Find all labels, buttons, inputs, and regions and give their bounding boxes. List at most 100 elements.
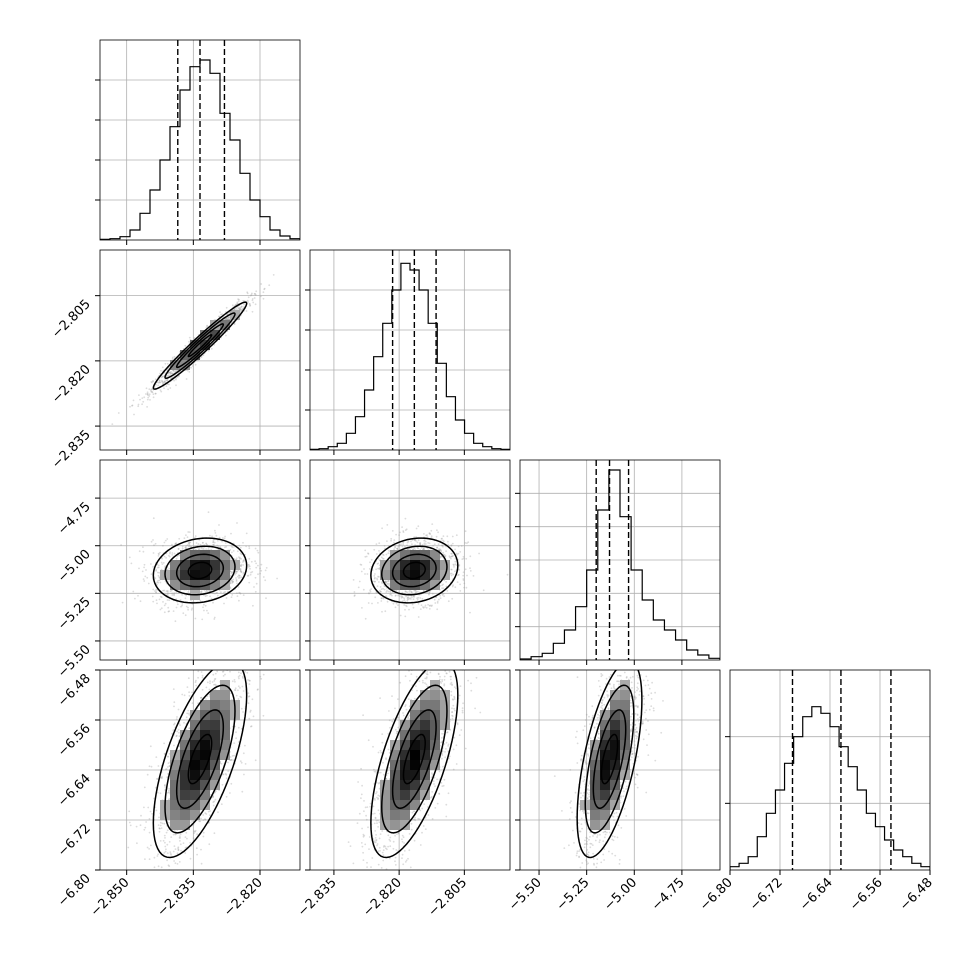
sample-point <box>235 303 238 306</box>
sample-point <box>138 394 140 396</box>
sample-point <box>204 812 207 814</box>
sample-point <box>232 580 234 583</box>
sample-point <box>372 580 374 583</box>
sample-point <box>173 355 176 358</box>
sample-point <box>188 371 191 373</box>
sample-point <box>223 591 225 594</box>
sample-point <box>190 366 192 369</box>
sample-point <box>200 591 203 594</box>
sample-point <box>381 557 384 560</box>
sample-point <box>181 593 183 596</box>
sample-point <box>469 611 471 614</box>
sample-point <box>239 592 241 595</box>
sample-point <box>160 390 163 393</box>
sample-point <box>458 568 461 571</box>
sample-point <box>431 592 434 595</box>
sample-point <box>380 600 383 602</box>
sample-point <box>139 398 141 401</box>
sample-point <box>162 381 165 384</box>
sample-point <box>412 598 415 601</box>
sample-point <box>196 853 198 856</box>
sample-point <box>417 596 420 599</box>
sample-point <box>444 554 447 557</box>
sample-point <box>170 372 173 375</box>
sample-point <box>385 581 387 584</box>
sample-point <box>408 548 411 551</box>
sample-point <box>352 579 355 581</box>
sample-point <box>165 831 168 834</box>
sample-point <box>254 303 257 306</box>
sample-point <box>422 547 425 550</box>
sample-point <box>168 580 170 583</box>
sample-point <box>172 729 175 732</box>
sample-point <box>383 588 386 591</box>
sample-point <box>423 533 425 535</box>
sample-point <box>225 317 228 320</box>
density-cell <box>180 550 190 560</box>
sample-point <box>412 606 415 609</box>
sample-point <box>454 548 456 551</box>
sample-point <box>207 548 210 551</box>
sample-point <box>239 308 242 311</box>
sample-point <box>384 580 387 583</box>
sample-point <box>386 540 388 542</box>
sample-point <box>459 551 462 553</box>
sample-point <box>240 564 242 567</box>
contour-3 <box>152 301 248 390</box>
sample-point <box>394 606 397 609</box>
density-cell <box>400 580 410 590</box>
sample-point <box>454 560 457 563</box>
sample-point <box>187 606 189 609</box>
sample-point <box>162 544 164 547</box>
sample-point <box>178 375 180 377</box>
sample-point <box>186 544 189 546</box>
sample-point <box>378 581 380 583</box>
sample-point <box>195 684 198 687</box>
sample-point <box>235 570 238 573</box>
sample-point <box>171 372 174 375</box>
sample-point <box>205 813 208 815</box>
sample-point <box>239 308 242 310</box>
sample-point <box>177 547 180 550</box>
sample-point <box>186 686 189 688</box>
sample-point <box>243 560 245 562</box>
sample-point <box>382 554 385 556</box>
sample-point <box>392 602 395 605</box>
sample-point <box>417 602 420 605</box>
sample-point <box>374 573 376 575</box>
panel-frame <box>519 459 721 661</box>
sample-point <box>152 600 155 603</box>
histogram-2 <box>520 469 720 660</box>
sample-point <box>378 550 380 552</box>
sample-point <box>262 291 265 294</box>
sample-point <box>152 393 155 396</box>
sample-point <box>404 615 407 618</box>
sample-point <box>259 572 261 575</box>
sample-point <box>236 595 239 597</box>
sample-point <box>408 597 410 600</box>
sample-point <box>469 567 471 570</box>
sample-point <box>205 543 208 545</box>
sample-point <box>416 546 419 549</box>
sample-point <box>423 548 425 551</box>
sample-point <box>262 297 265 300</box>
sample-point <box>417 547 420 550</box>
sample-point <box>239 592 242 595</box>
sample-point <box>414 538 417 541</box>
sample-point <box>237 726 240 729</box>
sample-point <box>428 542 431 545</box>
sample-point <box>230 575 232 577</box>
y-tick-label: −4.75 <box>55 499 94 538</box>
sample-point <box>152 566 154 568</box>
sample-point <box>158 830 161 833</box>
sample-point <box>441 587 443 590</box>
sample-point <box>171 372 173 375</box>
density-cell <box>180 560 190 570</box>
sample-point <box>426 591 428 594</box>
sample-point <box>358 580 361 583</box>
sample-point <box>423 539 425 542</box>
sample-point <box>230 579 233 582</box>
sample-point <box>189 541 192 544</box>
sample-point <box>379 590 382 593</box>
